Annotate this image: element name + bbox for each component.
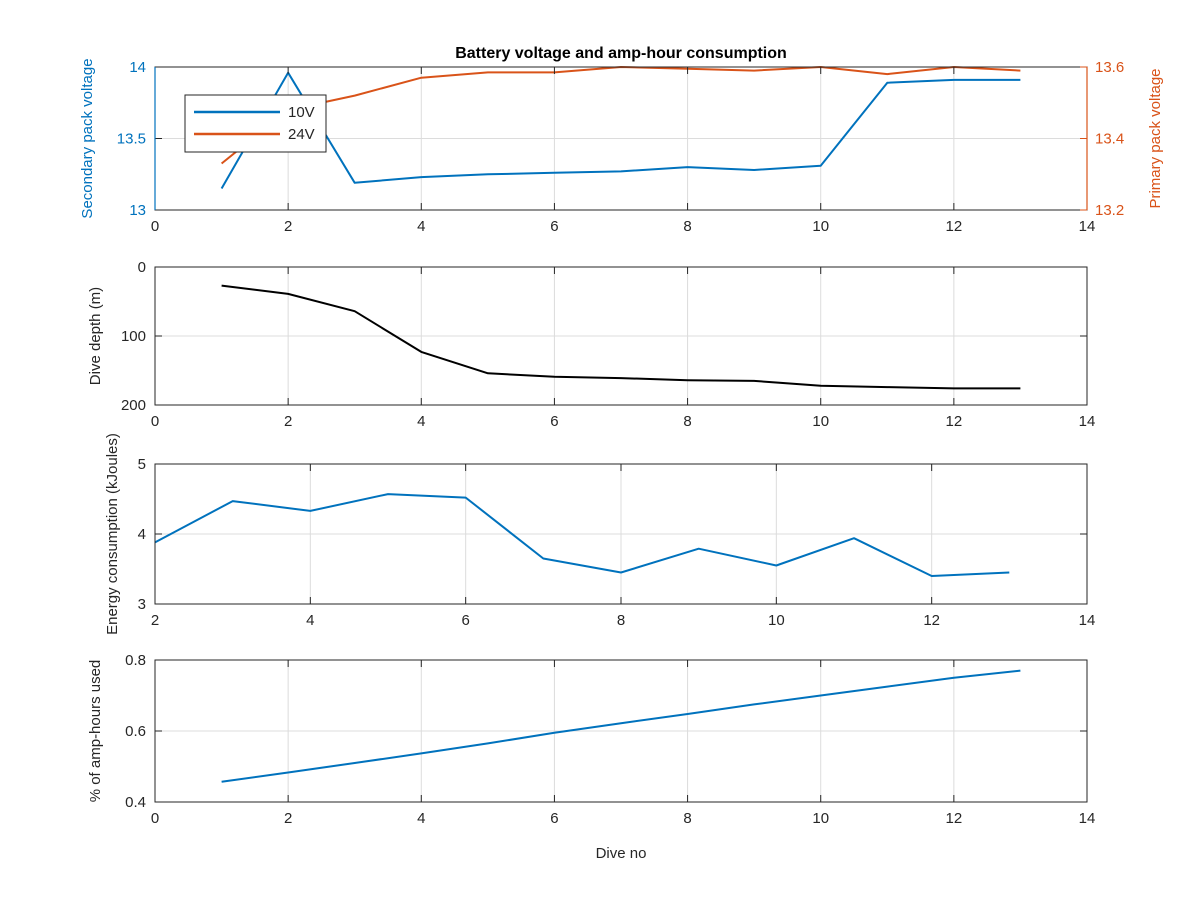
y-tick-label: 4 <box>138 526 146 543</box>
y-tick-label: 13 <box>129 202 146 219</box>
x-tick-label: 10 <box>768 612 785 629</box>
series-line-4-1 <box>221 669 1021 783</box>
y-tick-label-right: 13.4 <box>1095 131 1124 148</box>
y-axis-label: Secondary pack voltage <box>79 58 96 218</box>
subplot-3: 2 4 6 8 10 12 14 3 4 5 Energy consumption (kJoules… <box>104 433 1095 635</box>
x-tick-label: 12 <box>946 413 963 430</box>
series-line-3-1 <box>154 493 1010 577</box>
x-tick-label: 14 <box>1079 612 1096 629</box>
x-tick-label: 4 <box>306 612 314 629</box>
x-tick-label: 14 <box>1079 810 1096 827</box>
x-tick-label: 8 <box>683 218 691 235</box>
x-tick-label: 0 <box>151 413 159 430</box>
x-tick-label: 12 <box>946 218 963 235</box>
series-line-10v <box>220 71 1021 189</box>
x-tick-label: 8 <box>617 612 625 629</box>
y-tick-label: 3 <box>138 596 146 613</box>
y-axis-label: Energy consumption (kJoules) <box>104 433 121 635</box>
legend-box <box>184 94 327 153</box>
x-tick-label: 4 <box>417 413 425 430</box>
x-tick-label: 4 <box>417 218 425 235</box>
y-tick-label-right: 13.6 <box>1095 59 1124 76</box>
x-tick-label: 6 <box>550 218 558 235</box>
x-tick-label: 2 <box>151 612 159 629</box>
x-tick-label: 2 <box>284 413 292 430</box>
x-tick-label: 8 <box>683 810 691 827</box>
x-tick-label: 6 <box>461 612 469 629</box>
y-tick-label: 0.8 <box>125 652 146 669</box>
x-tick-label: 4 <box>417 810 425 827</box>
y-tick-label: 14 <box>129 59 146 76</box>
right-axis-label: Primary pack voltage <box>1147 68 1164 208</box>
figure-title: Battery voltage and amp-hour consumption <box>455 45 787 62</box>
x-tick-label: 12 <box>923 612 940 629</box>
x-axis-label: Dive no <box>596 845 647 862</box>
y-tick-label: 0.4 <box>125 794 146 811</box>
subplot-2: 0 2 4 6 8 10 12 14 0 100 200 Dive depth (m) <box>87 259 1095 430</box>
x-tick-label: 2 <box>284 218 292 235</box>
y-tick-label: 100 <box>121 328 146 345</box>
x-tick-label: 6 <box>550 413 558 430</box>
x-tick-label: 2 <box>284 810 292 827</box>
y-tick-label: 0 <box>138 259 146 276</box>
series-line-2-1 <box>221 284 1021 390</box>
x-tick-label: 14 <box>1079 413 1096 430</box>
x-tick-label: 0 <box>151 810 159 827</box>
x-tick-label: 0 <box>151 218 159 235</box>
y-tick-label: 0.6 <box>125 723 146 740</box>
x-tick-label: 14 <box>1079 218 1096 235</box>
x-tick-label: 12 <box>946 810 963 827</box>
x-tick-label: 10 <box>812 413 829 430</box>
y-tick-label: 200 <box>121 397 146 414</box>
legend-label-24v: 24V <box>288 126 315 143</box>
subplot-4: 0 2 4 6 8 10 12 14 0.4 0.6 0.8 % of amp-hours used D… <box>87 652 1095 862</box>
y-tick-label: 5 <box>138 456 146 473</box>
y-tick-label: 13.5 <box>117 131 146 148</box>
y-axis-label: % of amp-hours used <box>87 660 104 803</box>
x-tick-label: 8 <box>683 413 691 430</box>
x-tick-label: 10 <box>812 218 829 235</box>
y-axis-label: Dive depth (m) <box>87 287 104 385</box>
x-tick-label: 6 <box>550 810 558 827</box>
y-tick-label-right: 13.2 <box>1095 202 1124 219</box>
x-tick-label: 10 <box>812 810 829 827</box>
legend-label-10v: 10V <box>288 104 315 121</box>
